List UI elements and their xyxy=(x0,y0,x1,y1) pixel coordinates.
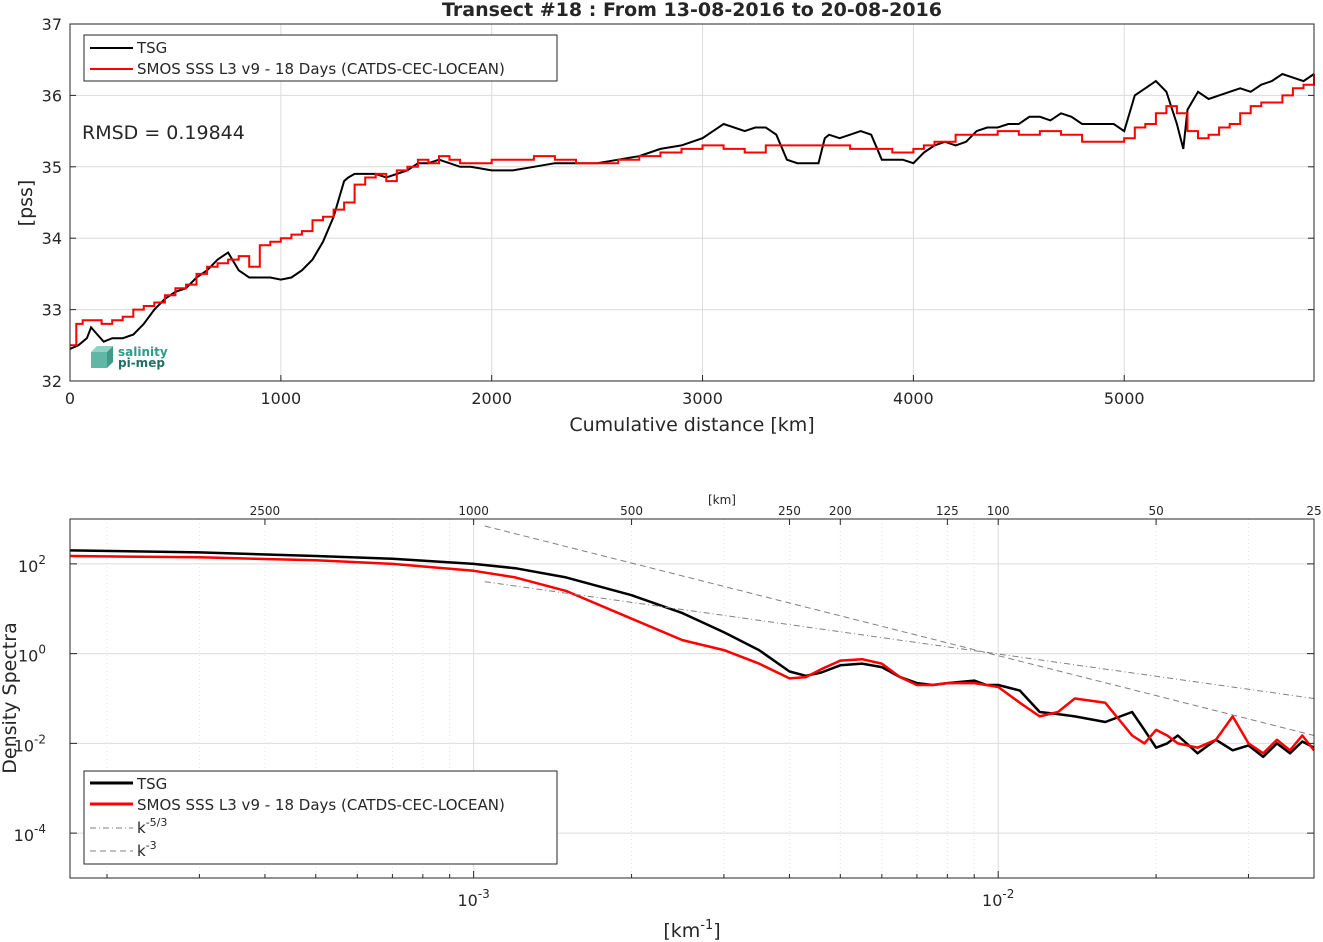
bottom-axes-frame xyxy=(69,518,1315,879)
k-3-reference-line xyxy=(484,525,1315,736)
bottom-y-tick-label: 10-4 xyxy=(14,822,46,845)
top-km-tick-label: 500 xyxy=(620,504,643,518)
top-x-tick-label: 3000 xyxy=(682,389,723,408)
top-y-tick-label: 36 xyxy=(42,86,62,105)
logo-text-pimep: pi-mep xyxy=(118,356,165,370)
top-y-axis-label: [pss] xyxy=(15,180,37,227)
top-km-tick-label: 2500 xyxy=(250,504,281,518)
top-x-tick-label: 2000 xyxy=(471,389,512,408)
bottom-legend-tsg-label: TSG xyxy=(136,775,167,793)
top-km-tick-label: 1000 xyxy=(458,504,489,518)
top-axes-frame xyxy=(69,23,1315,382)
bottom-y-tick-label: 10-2 xyxy=(14,732,46,755)
top-y-tick-label: 37 xyxy=(42,15,62,34)
top-y-tick-label: 35 xyxy=(42,158,62,177)
bottom-series-smos-line xyxy=(69,554,1315,755)
top-series-tsg-line xyxy=(69,72,1315,350)
top-km-tick-label: 200 xyxy=(829,504,852,518)
rmsd-annotation: RMSD = 0.19844 xyxy=(82,122,245,144)
bottom-legend: TSG SMOS SSS L3 v9 - 18 Days (CATDS-CEC-… xyxy=(83,770,558,865)
bottom-y-axis-label: Density Spectra xyxy=(0,622,21,773)
logo-text-salinity: salinity xyxy=(118,345,168,359)
top-legend-smos-label: SMOS SSS L3 v9 - 18 Days (CATDS-CEC-LOCE… xyxy=(137,60,505,78)
top-x-tick-label: 4000 xyxy=(893,389,934,408)
logo-cube-front xyxy=(91,352,107,368)
k-5-3-reference-line xyxy=(484,581,1315,699)
top-km-tick-label: 125 xyxy=(936,504,959,518)
top-y-tick-label: 32 xyxy=(42,372,62,391)
bottom-y-tick-label: 100 xyxy=(18,643,46,666)
density-spectra-plot: 10-3 10-2 10-4 10-2 100 102 2500 1000 500 250 200 1… xyxy=(0,493,1322,942)
bottom-legend-k53-label: k-5/3 xyxy=(137,816,167,837)
salinity-pi-mep-logo: salinity pi-mep xyxy=(91,345,168,370)
top-series-smos-line xyxy=(70,74,1315,347)
bottom-x-tick-label: 10-2 xyxy=(982,887,1014,910)
top-km-tick-label: 250 xyxy=(778,504,801,518)
logo-cube-side xyxy=(107,346,113,368)
top-x-tick-label: 1000 xyxy=(260,389,301,408)
top-legend: TSG SMOS SSS L3 v9 - 18 Days (CATDS-CEC-… xyxy=(83,34,558,82)
top-km-axis-label: [km] xyxy=(708,493,736,507)
top-x-axis-label: Cumulative distance [km] xyxy=(569,414,814,436)
bottom-x-tick-label: 10-3 xyxy=(457,887,489,910)
top-x-tick-label: 5000 xyxy=(1104,389,1145,408)
bottom-x-axis-label: [km-1] xyxy=(663,918,720,942)
top-km-tick-label: 50 xyxy=(1148,504,1163,518)
bottom-legend-box xyxy=(83,770,558,865)
top-y-tick-label: 33 xyxy=(42,301,62,320)
bottom-y-tick-label: 102 xyxy=(18,553,46,576)
bottom-legend-k3-label: k-3 xyxy=(137,839,157,860)
top-legend-tsg-label: TSG xyxy=(136,39,167,57)
top-km-tick-label: 100 xyxy=(987,504,1010,518)
top-y-tick-label: 34 xyxy=(42,229,62,248)
chart-title: Transect #18 : From 13-08-2016 to 20-08-… xyxy=(442,0,942,21)
top-x-tick-label: 0 xyxy=(65,389,75,408)
logo-cube-top xyxy=(91,346,113,352)
top-km-tick-label: 25 xyxy=(1306,504,1321,518)
salinity-transect-plot: Transect #18 : From 13-08-2016 to 20-08-… xyxy=(15,0,1315,436)
bottom-legend-smos-label: SMOS SSS L3 v9 - 18 Days (CATDS-CEC-LOCE… xyxy=(137,796,505,814)
top-legend-box xyxy=(83,34,558,82)
